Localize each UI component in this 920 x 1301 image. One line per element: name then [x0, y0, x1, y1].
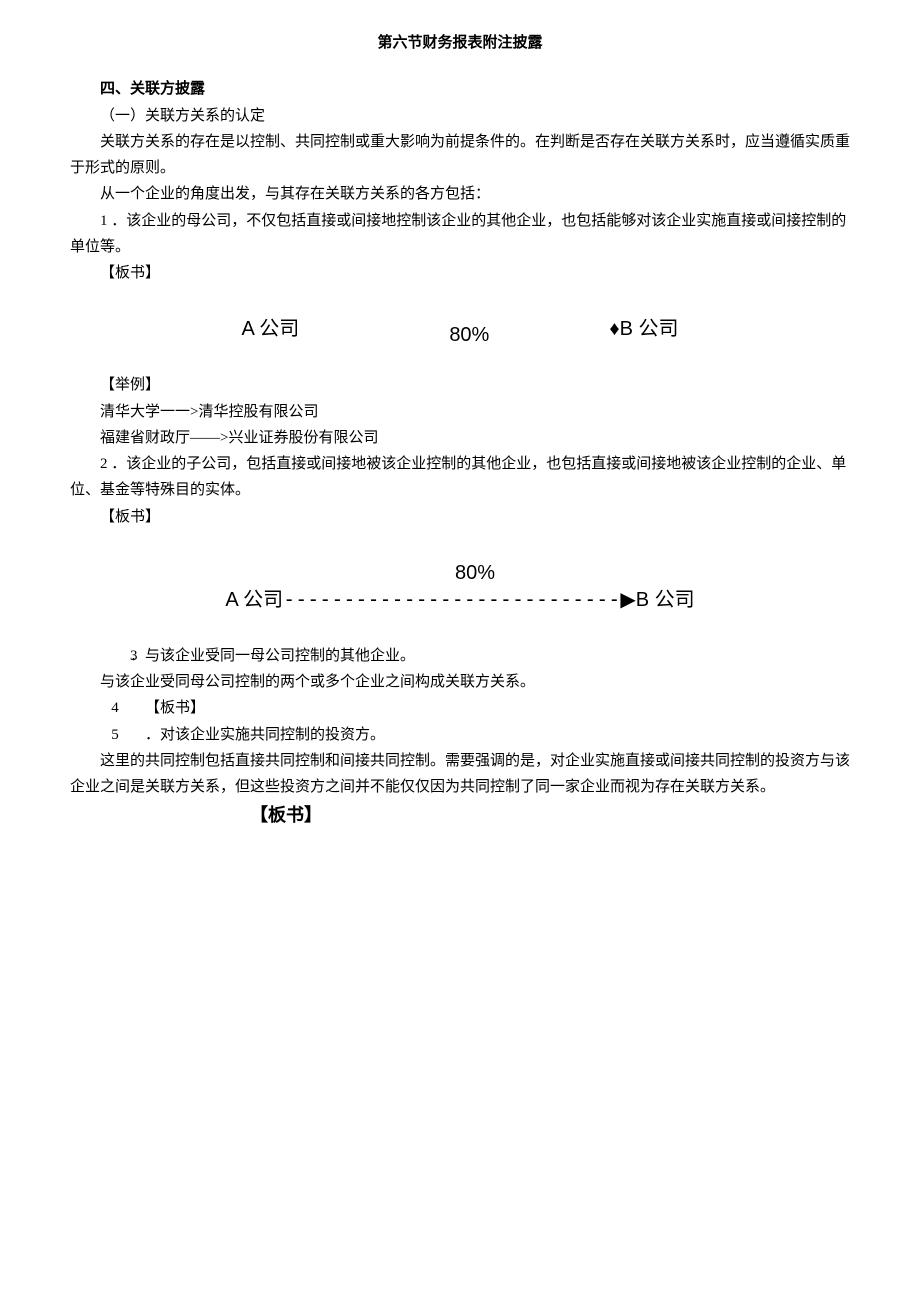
list-number: 5 [100, 722, 130, 748]
list-row-4: 4 【板书】 [70, 695, 850, 721]
banshu-label: 【板书】 [145, 700, 205, 716]
paragraph: 这里的共同控制包括直接共同控制和间接共同控制。需要强调的是，对企业实施直接或间接… [70, 748, 850, 801]
diagram2-right-node: B 公司 [636, 589, 695, 611]
list-item-1: 1 ．该企业的母公司，不仅包括直接或间接地控制该企业的其他企业，也包括能够对该企… [70, 208, 850, 261]
diagram2-dashes: ---------------------------- [283, 587, 620, 611]
paragraph: 关联方关系的存在是以控制、共同控制或重大影响为前提条件的。在判断是否存在关联方关… [70, 129, 850, 182]
list-item-3: 3．与该企业受同一母公司控制的其他企业。 [70, 643, 850, 669]
diagram-1: A 公司 80% ♦B 公司 [70, 314, 850, 344]
diagram2-left-node: A 公司 [225, 589, 283, 611]
diagram1-right-node: ♦B 公司 [609, 314, 678, 344]
diagram1-percent: 80% [419, 320, 489, 350]
heading-4: 四、关联方披露 [70, 76, 850, 102]
subheading-1: （一）关联方关系的认定 [70, 103, 850, 129]
diagram-2: 80% A 公司----------------------------▶B 公… [70, 558, 850, 615]
banshu-label: 【板书】 [70, 504, 850, 530]
list-text: ．对该企业实施共同控制的投资方。 [145, 727, 385, 743]
banshu-label: 【板书】 [70, 260, 850, 286]
paragraph: 从一个企业的角度出发，与其存在关联方关系的各方包括： [70, 181, 850, 207]
paragraph: 与该企业受同母公司控制的两个或多个企业之间构成关联方关系。 [70, 669, 850, 695]
banshu-big-label: 【板书】 [250, 800, 850, 832]
arrow-right-icon: ▶ [620, 589, 635, 611]
list-item-2: 2 ．该企业的子公司，包括直接或间接地被该企业控制的其他企业，也包括直接或间接地… [70, 451, 850, 504]
list-row-5: 5 ．对该企业实施共同控制的投资方。 [70, 722, 850, 748]
example-line: 清华大学一一>清华控股有限公司 [70, 399, 850, 425]
diagram1-left-node: A 公司 [242, 314, 300, 344]
example-label: 【举例】 [70, 372, 850, 398]
list-number: 4 [100, 695, 130, 721]
list-number: 3 [100, 643, 130, 669]
page-title: 第六节财务报表附注披露 [70, 30, 850, 56]
list-text: ．与该企业受同一母公司控制的其他企业。 [130, 648, 415, 664]
example-line: 福建省财政厅——>兴业证券股份有限公司 [70, 425, 850, 451]
